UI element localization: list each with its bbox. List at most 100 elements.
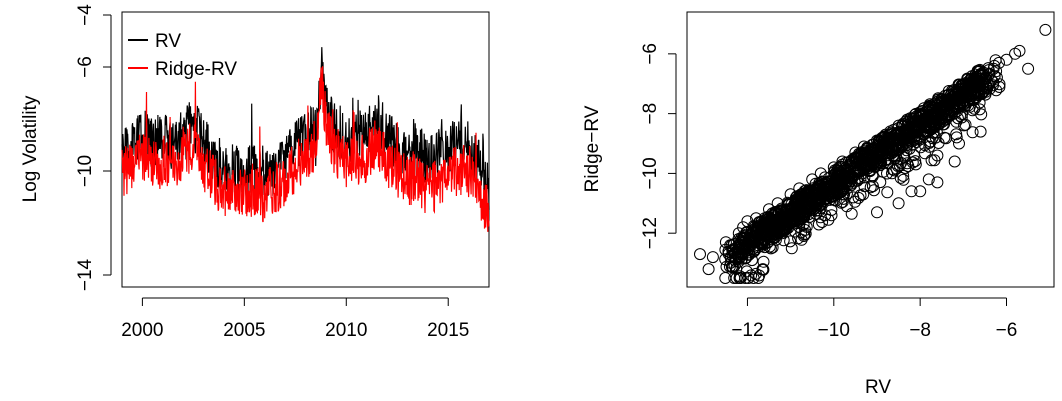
- scatter-point: [777, 234, 790, 247]
- scatter-point: [836, 155, 849, 168]
- left-x-tick-label: 2010: [325, 320, 367, 341]
- scatter-point: [868, 145, 881, 158]
- scatter-point: [793, 182, 806, 195]
- scatter-point: [837, 192, 850, 205]
- scatter-point: [771, 213, 784, 226]
- right-x-tick-label: −8: [909, 320, 931, 341]
- scatter-point: [810, 182, 823, 195]
- scatter-point: [897, 169, 910, 182]
- left-y-tick-label: −4: [75, 4, 96, 26]
- scatter-point: [738, 230, 751, 243]
- scatter-point: [881, 157, 894, 170]
- scatter-point: [788, 197, 801, 210]
- scatter-point: [905, 185, 918, 198]
- scatter-point: [836, 158, 849, 171]
- series-line-ridge-rv: [121, 66, 490, 232]
- scatter-point: [773, 207, 786, 220]
- scatter-point: [1022, 62, 1035, 75]
- scatter-point: [732, 227, 745, 240]
- scatter-point: [866, 170, 879, 183]
- left-y-tick-label: −14: [75, 258, 96, 291]
- right-x-tick-label: −12: [731, 320, 763, 341]
- scatter-point: [918, 147, 931, 160]
- scatter-point: [731, 248, 744, 261]
- scatter-point: [869, 155, 882, 168]
- scatter-point: [797, 218, 810, 231]
- scatter-point: [767, 209, 780, 222]
- scatter-point: [750, 212, 763, 225]
- scatter-point: [993, 81, 1006, 93]
- scatter-point: [922, 173, 935, 186]
- scatter-point: [745, 224, 758, 237]
- left-y-axis-label: Log Volatility: [20, 95, 41, 202]
- scatter-point: [1013, 44, 1026, 57]
- scatter-point: [938, 112, 951, 124]
- scatter-point: [1000, 53, 1013, 66]
- left-x-tick-label: 2005: [223, 320, 265, 341]
- scatter-point: [993, 78, 1006, 91]
- scatter-point: [899, 162, 912, 174]
- scatter-point: [948, 155, 961, 168]
- scatter-point: [940, 113, 953, 126]
- scatter-point: [892, 197, 905, 210]
- scatter-point: [758, 212, 771, 225]
- scatter-point: [735, 236, 748, 249]
- scatter-point: [868, 160, 881, 173]
- scatter-point: [858, 140, 870, 153]
- scatter-point: [966, 80, 978, 93]
- scatter-point: [785, 242, 798, 255]
- scatter-point: [724, 239, 737, 252]
- scatter-point: [892, 119, 905, 132]
- scatter-point: [930, 98, 943, 111]
- scatter-point: [909, 158, 922, 171]
- scatter-point: [799, 224, 812, 236]
- scatter-point: [759, 218, 772, 231]
- scatter-point: [739, 272, 752, 284]
- scatter-point: [702, 263, 715, 276]
- scatter-point: [903, 131, 916, 144]
- scatter-point: [956, 108, 968, 121]
- scatter-point: [756, 263, 769, 276]
- scatter-point: [850, 152, 863, 164]
- scatter-point: [976, 70, 988, 83]
- scatter-point: [850, 168, 862, 181]
- scatter-point: [730, 272, 743, 284]
- scatter-point: [886, 167, 898, 180]
- scatter-point: [819, 171, 831, 184]
- scatter-point: [954, 109, 966, 122]
- left-y-tick-label: −10: [75, 155, 96, 187]
- scatter-point: [875, 143, 888, 156]
- scatter-point: [974, 125, 987, 138]
- scatter-point: [816, 216, 829, 228]
- scatter-point: [792, 200, 805, 213]
- left-y-tick-label: −6: [75, 56, 96, 78]
- scatter-point: [987, 62, 1000, 75]
- scatter-point: [979, 72, 992, 85]
- right-y-tick-label: −8: [640, 103, 661, 125]
- scatter-point: [881, 186, 894, 199]
- scatter-point: [726, 260, 739, 273]
- scatter-point: [818, 186, 831, 199]
- scatter-point: [940, 132, 952, 145]
- scatter-point: [889, 140, 902, 152]
- scatter-point: [897, 173, 910, 186]
- scatter-point: [814, 167, 827, 180]
- legend-label-ridge-rv: Ridge-RV: [155, 59, 237, 80]
- scatter-point: [853, 155, 866, 168]
- right-y-tick-label: −10: [640, 157, 661, 189]
- scatter-point: [975, 108, 988, 121]
- scatter-point: [822, 213, 835, 226]
- scatter-point: [782, 204, 795, 217]
- scatter-point: [822, 189, 835, 202]
- right-axes-group: −12 −10 −8 −6 −12 −10 −8 −6: [640, 43, 1017, 341]
- scatter-point: [780, 203, 793, 216]
- scatter-point: [768, 218, 781, 231]
- scatter-point: [694, 248, 706, 261]
- scatter-point: [871, 206, 883, 219]
- scatter-point: [800, 220, 813, 233]
- scatter-point: [706, 251, 719, 264]
- scatter-point: [748, 230, 761, 243]
- scatter-point: [922, 101, 935, 114]
- scatter-point: [962, 78, 975, 91]
